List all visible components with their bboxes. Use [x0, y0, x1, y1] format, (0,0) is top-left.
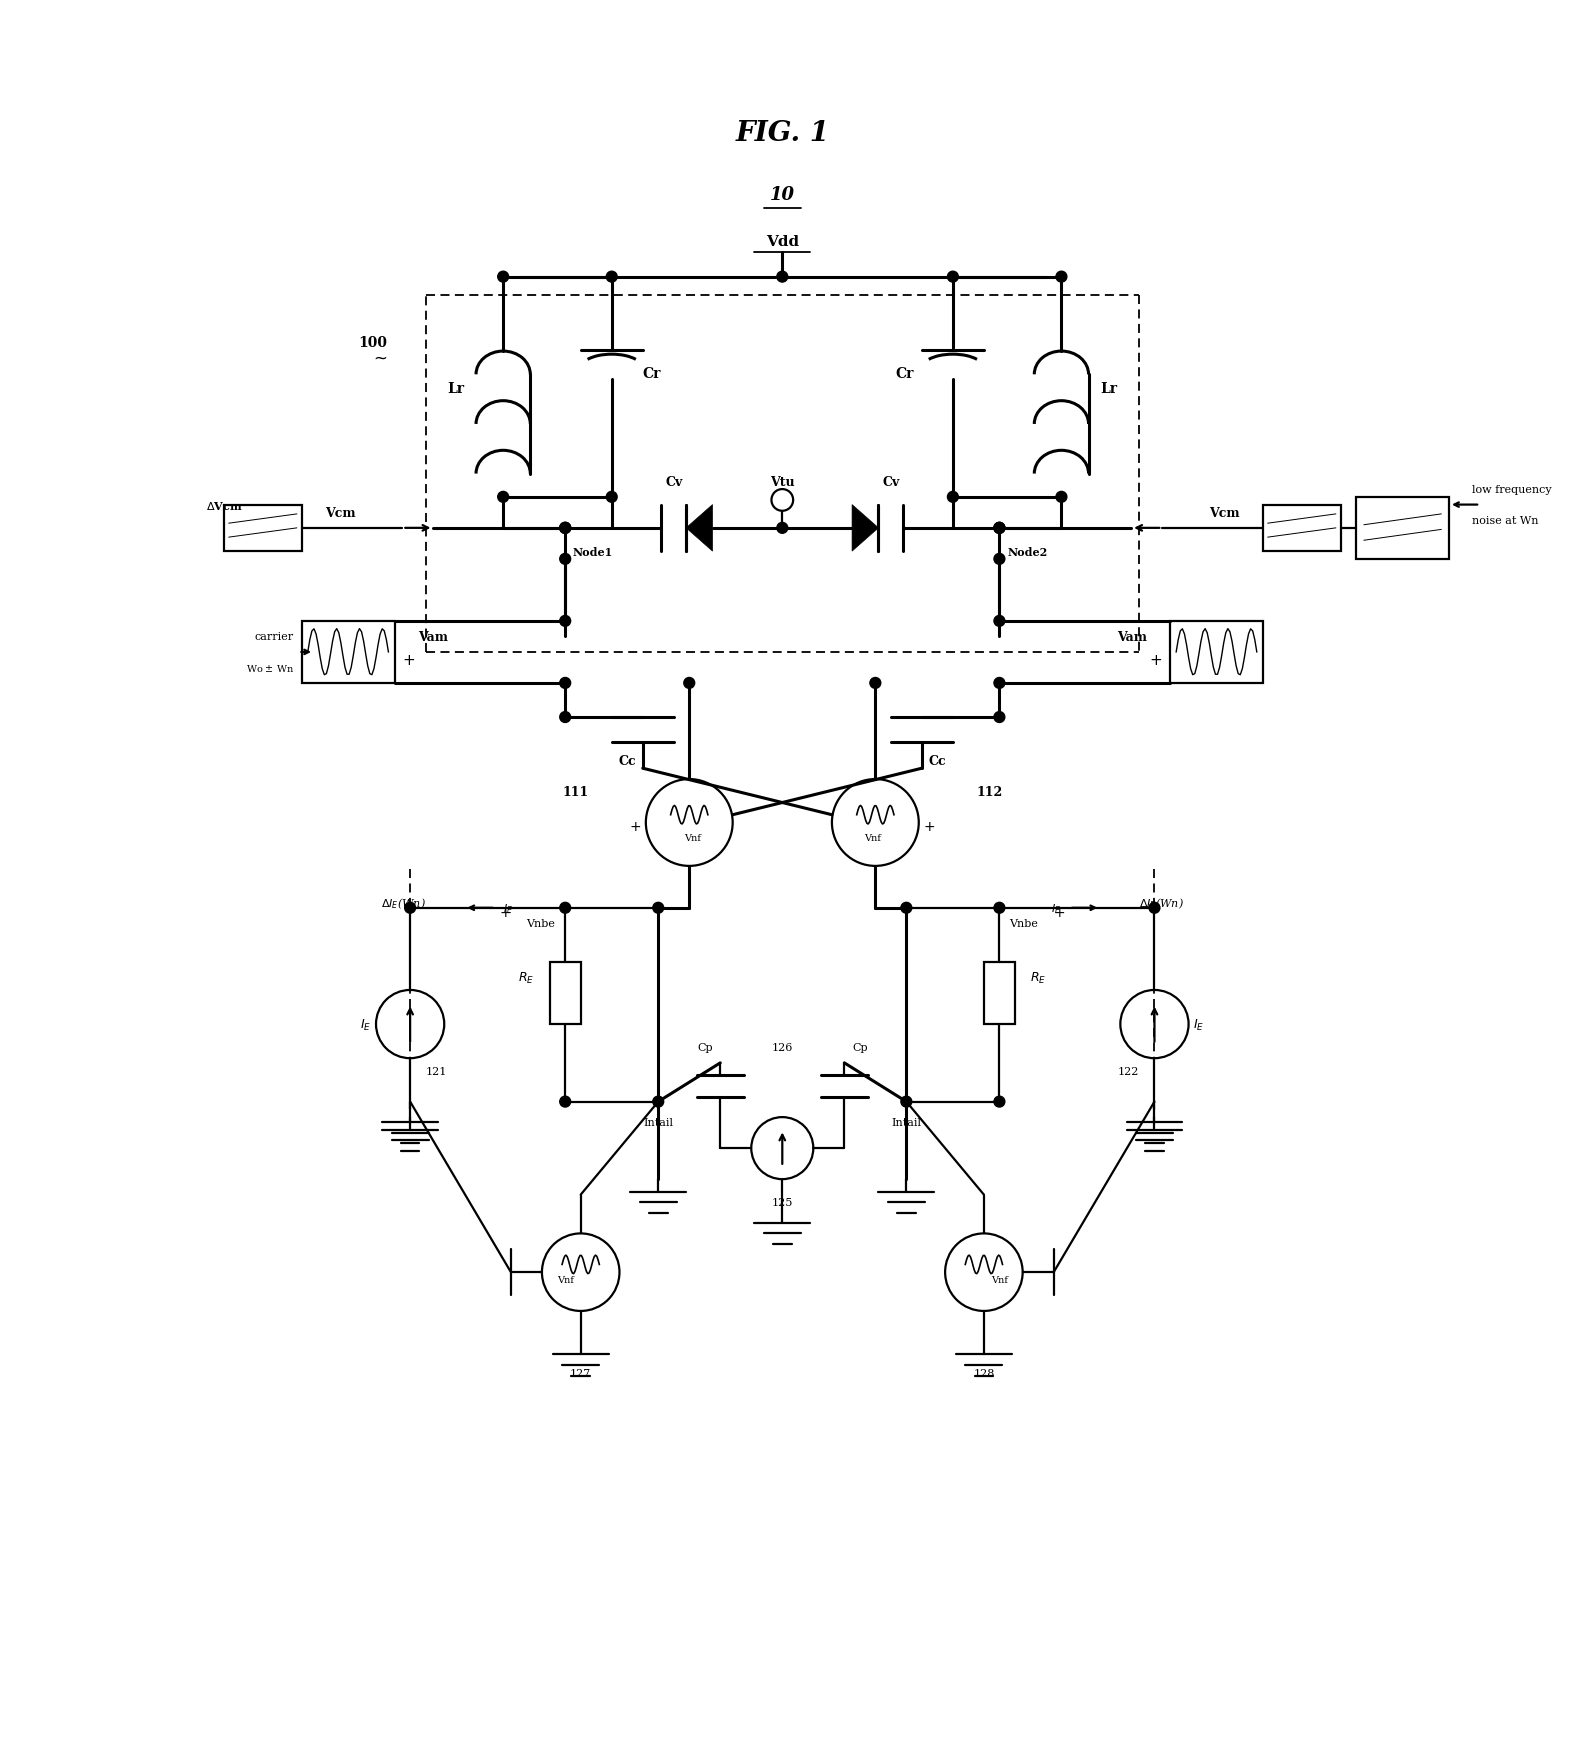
- Text: Cr: Cr: [896, 367, 915, 381]
- Text: 100: 100: [358, 336, 386, 350]
- Circle shape: [405, 903, 416, 913]
- Text: 128: 128: [973, 1369, 995, 1379]
- Text: low frequency: low frequency: [1473, 485, 1552, 496]
- Circle shape: [994, 1097, 1005, 1108]
- Circle shape: [560, 678, 571, 689]
- Circle shape: [560, 1097, 571, 1108]
- Text: +: +: [500, 906, 511, 920]
- Text: Vnf: Vnf: [684, 835, 700, 843]
- Text: $I_E$: $I_E$: [360, 1017, 371, 1031]
- Circle shape: [777, 523, 788, 534]
- Text: $I_E$: $I_E$: [1052, 901, 1061, 915]
- Circle shape: [948, 492, 959, 503]
- Text: Intail: Intail: [891, 1118, 921, 1127]
- Text: Cp: Cp: [852, 1043, 867, 1052]
- Circle shape: [560, 523, 571, 534]
- Polygon shape: [686, 506, 713, 551]
- Text: Cc: Cc: [929, 755, 946, 767]
- Circle shape: [560, 616, 571, 628]
- Text: Vcm: Vcm: [325, 506, 355, 520]
- Text: Cc: Cc: [618, 755, 636, 767]
- Text: Cv: Cv: [882, 475, 899, 489]
- Text: Vam: Vam: [1117, 631, 1146, 643]
- Text: ~: ~: [372, 350, 386, 367]
- Text: Intail: Intail: [643, 1118, 673, 1127]
- Circle shape: [994, 523, 1005, 534]
- Text: +: +: [1150, 652, 1162, 668]
- Circle shape: [498, 492, 509, 503]
- Circle shape: [560, 713, 571, 723]
- Circle shape: [871, 678, 882, 689]
- Text: 10: 10: [770, 186, 795, 203]
- Text: 122: 122: [1118, 1066, 1139, 1076]
- Text: noise at Wn: noise at Wn: [1473, 516, 1539, 525]
- Text: Vam: Vam: [418, 631, 448, 643]
- Text: +: +: [924, 819, 935, 833]
- Polygon shape: [852, 506, 878, 551]
- Circle shape: [560, 523, 571, 534]
- Text: Vnbe: Vnbe: [1009, 918, 1038, 929]
- Circle shape: [994, 555, 1005, 565]
- Text: Vtu: Vtu: [770, 475, 795, 489]
- Text: Node2: Node2: [1008, 546, 1047, 556]
- Circle shape: [777, 271, 788, 283]
- Circle shape: [560, 903, 571, 913]
- Text: Lr: Lr: [1101, 383, 1117, 396]
- Text: $I_E$: $I_E$: [503, 901, 514, 915]
- Text: $R_E$: $R_E$: [1030, 970, 1046, 986]
- Text: Vcm: Vcm: [1210, 506, 1240, 520]
- Text: 111: 111: [563, 786, 588, 798]
- Circle shape: [994, 523, 1005, 534]
- Text: Cr: Cr: [643, 367, 661, 381]
- Circle shape: [653, 903, 664, 913]
- Text: $\Delta I_E$(Wn): $\Delta I_E$(Wn): [380, 896, 426, 911]
- Text: 127: 127: [569, 1369, 591, 1379]
- Text: 112: 112: [976, 786, 1003, 798]
- Circle shape: [560, 523, 571, 534]
- Text: $I_E$: $I_E$: [1194, 1017, 1205, 1031]
- Circle shape: [498, 271, 509, 283]
- Circle shape: [948, 271, 959, 283]
- Circle shape: [1150, 903, 1161, 913]
- Text: Node1: Node1: [572, 546, 613, 556]
- Text: $R_E$: $R_E$: [519, 970, 535, 986]
- Circle shape: [684, 678, 695, 689]
- Circle shape: [994, 678, 1005, 689]
- Circle shape: [994, 616, 1005, 628]
- Text: Wo $\pm$ Wn: Wo $\pm$ Wn: [246, 663, 293, 673]
- Text: Cv: Cv: [665, 475, 683, 489]
- Text: 125: 125: [771, 1198, 793, 1207]
- Text: 126: 126: [771, 1043, 793, 1052]
- Text: $\Delta$Vcm: $\Delta$Vcm: [207, 499, 243, 511]
- Text: Vnf: Vnf: [864, 835, 880, 843]
- Circle shape: [994, 523, 1005, 534]
- Circle shape: [994, 903, 1005, 913]
- Text: carrier: carrier: [255, 631, 293, 642]
- Circle shape: [606, 492, 617, 503]
- Text: Vdd: Vdd: [766, 235, 800, 249]
- Text: Vnf: Vnf: [990, 1276, 1008, 1285]
- Circle shape: [900, 1097, 912, 1108]
- Circle shape: [1057, 271, 1068, 283]
- Circle shape: [560, 555, 571, 565]
- Text: +: +: [402, 652, 415, 668]
- Text: Lr: Lr: [448, 383, 464, 396]
- Text: Vnbe: Vnbe: [527, 918, 555, 929]
- Circle shape: [1057, 492, 1068, 503]
- Text: $\Delta I_E$(Wn): $\Delta I_E$(Wn): [1139, 896, 1184, 911]
- Text: +: +: [629, 819, 642, 833]
- Text: +: +: [1053, 906, 1066, 920]
- Circle shape: [900, 903, 912, 913]
- Circle shape: [994, 713, 1005, 723]
- Text: Cp: Cp: [697, 1043, 713, 1052]
- Circle shape: [606, 271, 617, 283]
- Text: Vnf: Vnf: [557, 1276, 574, 1285]
- Circle shape: [653, 1097, 664, 1108]
- Text: 121: 121: [426, 1066, 446, 1076]
- Text: FIG. 1: FIG. 1: [735, 120, 830, 146]
